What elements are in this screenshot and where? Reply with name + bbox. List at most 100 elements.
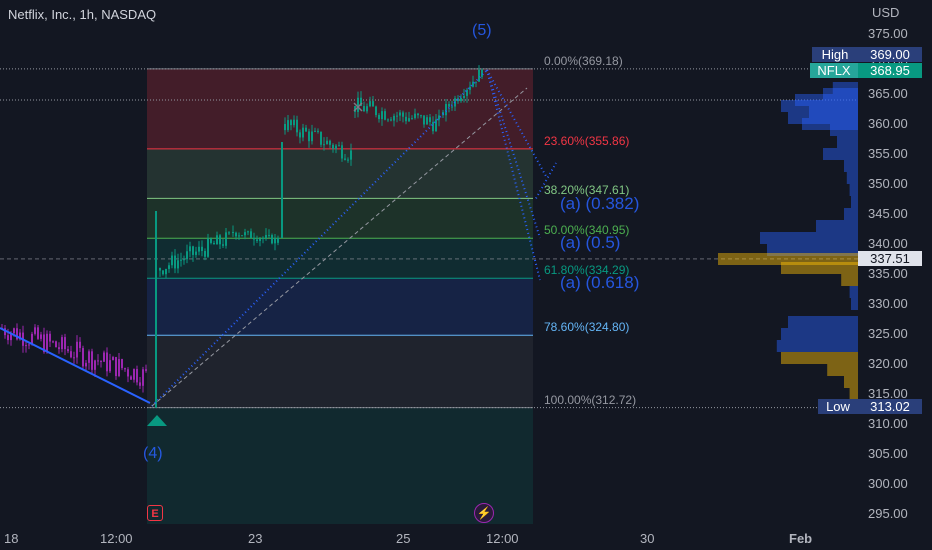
- earnings-badge[interactable]: E: [147, 505, 163, 521]
- candle: [232, 232, 234, 233]
- candle: [405, 116, 407, 122]
- candle: [323, 144, 325, 146]
- candle: [277, 238, 279, 243]
- candle: [180, 259, 182, 261]
- fib-band: [147, 198, 533, 239]
- time-axis-tick: 30: [640, 531, 655, 546]
- pre-earnings-candle: [4, 328, 6, 336]
- candle: [396, 115, 398, 117]
- candle: [338, 145, 340, 147]
- time-axis-tick: 18: [4, 531, 19, 546]
- candle: [417, 113, 419, 116]
- volume-profile-bar: [832, 82, 858, 94]
- time-axis-tick: Feb: [789, 531, 813, 546]
- candle: [253, 238, 255, 240]
- pre-earnings-candle: [70, 351, 72, 358]
- symbol-title[interactable]: Netflix, Inc., 1h, NASDAQ: [8, 7, 157, 22]
- pre-earnings-candle: [94, 360, 96, 370]
- candle: [393, 115, 395, 121]
- volume-profile-bar: [781, 328, 858, 340]
- pre-earnings-candle: [40, 334, 42, 339]
- fib-band: [147, 278, 533, 336]
- volume-profile-bar: [788, 316, 858, 328]
- candle: [411, 118, 413, 120]
- candle: [201, 246, 203, 252]
- candle: [235, 232, 237, 237]
- candle: [363, 106, 365, 112]
- fib-level-label: 23.60%(355.86): [544, 133, 630, 148]
- candle: [204, 251, 206, 257]
- price-axis-tick: 320.00: [868, 356, 908, 371]
- candle: [469, 86, 471, 90]
- high-tag-value: 369.00: [858, 47, 922, 62]
- fib-level-label: 0.00%(369.18): [544, 53, 623, 68]
- candle: [177, 260, 179, 269]
- pre-earnings-candle: [19, 332, 21, 340]
- volume-profile-bar: [837, 136, 858, 148]
- volume-profile-bar: [844, 160, 858, 172]
- low-tag-label: Low: [818, 399, 858, 414]
- crosshair-price-tag: 337.51: [858, 251, 922, 266]
- pre-earnings-candle: [10, 333, 12, 341]
- price-axis-tick: 340.00: [868, 236, 908, 251]
- price-axis-tick: 360.00: [868, 116, 908, 131]
- candle: [438, 115, 440, 120]
- time-axis-tick: 23: [248, 531, 263, 546]
- volume-profile-bar: [781, 262, 858, 274]
- candle: [314, 130, 316, 132]
- time-axis-tick: 12:00: [486, 531, 519, 546]
- pre-earnings-candle: [49, 333, 51, 342]
- pre-earnings-candle: [100, 361, 102, 363]
- pre-earnings-candle: [28, 344, 30, 346]
- pre-earnings-candle: [139, 382, 141, 386]
- pre-earnings-candle: [103, 352, 105, 362]
- candle: [360, 97, 362, 107]
- fib-extension-band: [147, 407, 533, 524]
- candle: [445, 103, 447, 116]
- fib-level-label: 61.80%(334.29): [544, 263, 630, 278]
- pre-earnings-candle: [67, 349, 69, 352]
- candle: [375, 106, 377, 116]
- pre-earnings-candle: [16, 328, 18, 340]
- candle: [189, 246, 191, 252]
- candle: [466, 89, 468, 96]
- candle: [369, 101, 371, 107]
- candle: [311, 131, 313, 142]
- pre-earnings-candle: [46, 333, 48, 353]
- candle: [308, 131, 310, 142]
- candle: [399, 112, 401, 116]
- candle: [162, 270, 164, 275]
- pre-earnings-candle: [31, 333, 33, 345]
- price-axis-tick: 315.00: [868, 386, 908, 401]
- candle: [268, 234, 270, 236]
- volume-profile-bar: [849, 184, 858, 196]
- candle: [271, 235, 273, 244]
- candle: [195, 251, 197, 255]
- candle: [274, 238, 276, 244]
- retracement-target-line: [535, 162, 557, 199]
- volume-profile-bar: [851, 298, 858, 310]
- trend-dashed-line: [151, 87, 528, 407]
- pre-earnings-candle: [130, 376, 132, 380]
- volume-profile-bar: [809, 106, 858, 118]
- retracement-target-line: [486, 69, 548, 179]
- volume-profile-bar: [760, 232, 858, 244]
- candle: [265, 234, 267, 238]
- candle: [408, 118, 410, 122]
- candle: [329, 140, 331, 145]
- pre-earnings-candle: [121, 359, 123, 369]
- price-axis-tick: 325.00: [868, 326, 908, 341]
- candle: [347, 159, 349, 161]
- pre-earnings-candle: [25, 345, 27, 347]
- pre-earnings-candle: [61, 337, 63, 350]
- pre-earnings-candle: [13, 328, 15, 334]
- price-axis-tick: 305.00: [868, 446, 908, 461]
- candle: [460, 98, 462, 102]
- retracement-target-line: [486, 69, 541, 281]
- candle: [414, 113, 416, 119]
- dividend-bolt-icon[interactable]: ⚡: [474, 503, 494, 523]
- high-tag-label: High: [812, 47, 858, 62]
- pre-earnings-candle: [82, 348, 84, 367]
- fib-band: [147, 238, 533, 279]
